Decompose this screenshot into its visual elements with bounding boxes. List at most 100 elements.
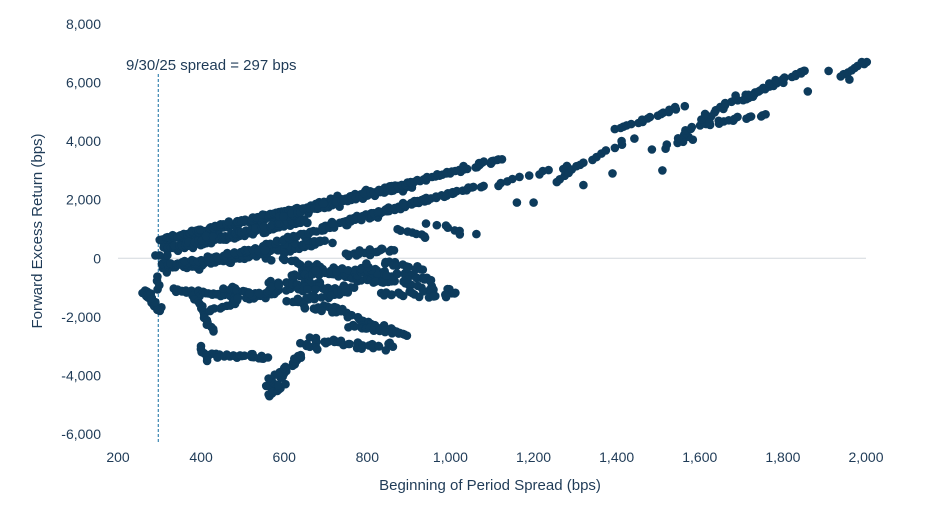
data-point	[318, 199, 328, 208]
data-point	[497, 155, 507, 164]
data-point	[479, 157, 489, 166]
data-point	[420, 233, 430, 242]
data-point	[402, 331, 412, 341]
data-point	[601, 146, 611, 155]
data-point	[219, 284, 228, 293]
data-point	[413, 175, 422, 185]
data-point	[311, 285, 320, 294]
data-point	[209, 304, 219, 313]
data-point	[705, 118, 714, 127]
data-point	[224, 217, 234, 226]
y-tick-label: 0	[93, 250, 101, 266]
data-point	[282, 296, 291, 306]
data-point	[317, 306, 326, 316]
y-tick-label: 8,000	[66, 16, 101, 32]
data-point	[280, 255, 289, 265]
data-point	[761, 110, 770, 119]
data-point	[441, 292, 451, 302]
x-axis-ticks: 200 400 600 800 1,000 1,200 1,400 1,600 1,800 2,0…	[106, 449, 883, 465]
data-point	[803, 87, 813, 96]
data-point	[572, 161, 581, 171]
x-tick-label: 1,600	[682, 449, 717, 465]
y-axis-ticks: -6,000 -4,000 -2,000 0 2,000 4,000 6,000 8,000	[61, 16, 101, 442]
data-point	[479, 181, 488, 191]
data-point	[345, 339, 355, 349]
data-point	[403, 275, 412, 285]
data-point	[362, 259, 371, 268]
data-point	[307, 291, 317, 301]
data-point	[233, 294, 242, 303]
y-axis-title: Forward Excess Return (bps)	[29, 133, 46, 328]
data-point	[610, 143, 620, 153]
data-point	[313, 345, 322, 354]
data-point	[393, 269, 402, 279]
data-point	[626, 119, 636, 129]
x-tick-label: 2,000	[848, 449, 883, 465]
data-point	[373, 269, 382, 278]
data-point	[387, 181, 397, 191]
data-point	[662, 140, 672, 149]
data-point	[544, 165, 553, 175]
data-point	[857, 57, 867, 67]
data-point	[469, 182, 478, 192]
data-point	[305, 342, 315, 352]
data-point	[223, 249, 233, 258]
data-point	[311, 266, 320, 275]
data-point	[512, 198, 522, 207]
data-point	[357, 213, 366, 223]
data-point	[529, 198, 538, 207]
data-point	[687, 122, 697, 132]
data-point	[389, 246, 399, 255]
y-tick-label: -4,000	[61, 367, 101, 383]
data-point	[357, 344, 367, 354]
data-point	[260, 245, 270, 255]
data-point	[443, 223, 453, 232]
data-point	[281, 379, 290, 389]
data-point	[645, 112, 655, 122]
data-point	[209, 327, 218, 336]
data-point	[374, 342, 384, 351]
data-point	[349, 283, 359, 293]
y-tick-label: 4,000	[66, 133, 101, 149]
data-point	[429, 292, 439, 301]
data-point	[254, 288, 264, 298]
data-point	[387, 290, 397, 299]
data-point	[746, 112, 756, 121]
data-point	[524, 171, 534, 180]
data-point	[213, 353, 222, 362]
x-tick-label: 200	[106, 449, 130, 465]
data-point	[780, 73, 789, 82]
data-point	[201, 231, 211, 241]
data-point	[343, 312, 353, 322]
x-tick-label: 1,000	[433, 449, 468, 465]
x-tick-label: 600	[273, 449, 297, 465]
data-point	[359, 189, 369, 198]
data-point	[374, 207, 383, 216]
data-point	[579, 158, 588, 167]
spread-annotation: 9/30/25 spread = 297 bps	[126, 57, 297, 74]
data-point	[155, 306, 165, 316]
data-point	[355, 246, 364, 255]
data-point	[341, 283, 350, 293]
data-point	[455, 230, 465, 239]
data-point	[398, 199, 408, 209]
data-point	[508, 174, 517, 184]
data-point	[515, 172, 524, 182]
data-point	[274, 380, 283, 390]
data-point	[350, 322, 359, 331]
data-point	[267, 220, 277, 230]
data-point	[731, 91, 740, 100]
data-point	[845, 75, 854, 84]
data-point	[281, 362, 290, 372]
data-point	[799, 66, 808, 76]
y-tick-label: 6,000	[66, 75, 101, 91]
data-point	[617, 136, 626, 146]
data-point	[392, 327, 401, 336]
x-tick-label: 1,200	[516, 449, 551, 465]
data-point	[403, 263, 412, 273]
scatter-points	[138, 57, 872, 401]
data-point	[380, 259, 390, 269]
data-point	[419, 287, 428, 296]
data-point	[303, 285, 312, 294]
